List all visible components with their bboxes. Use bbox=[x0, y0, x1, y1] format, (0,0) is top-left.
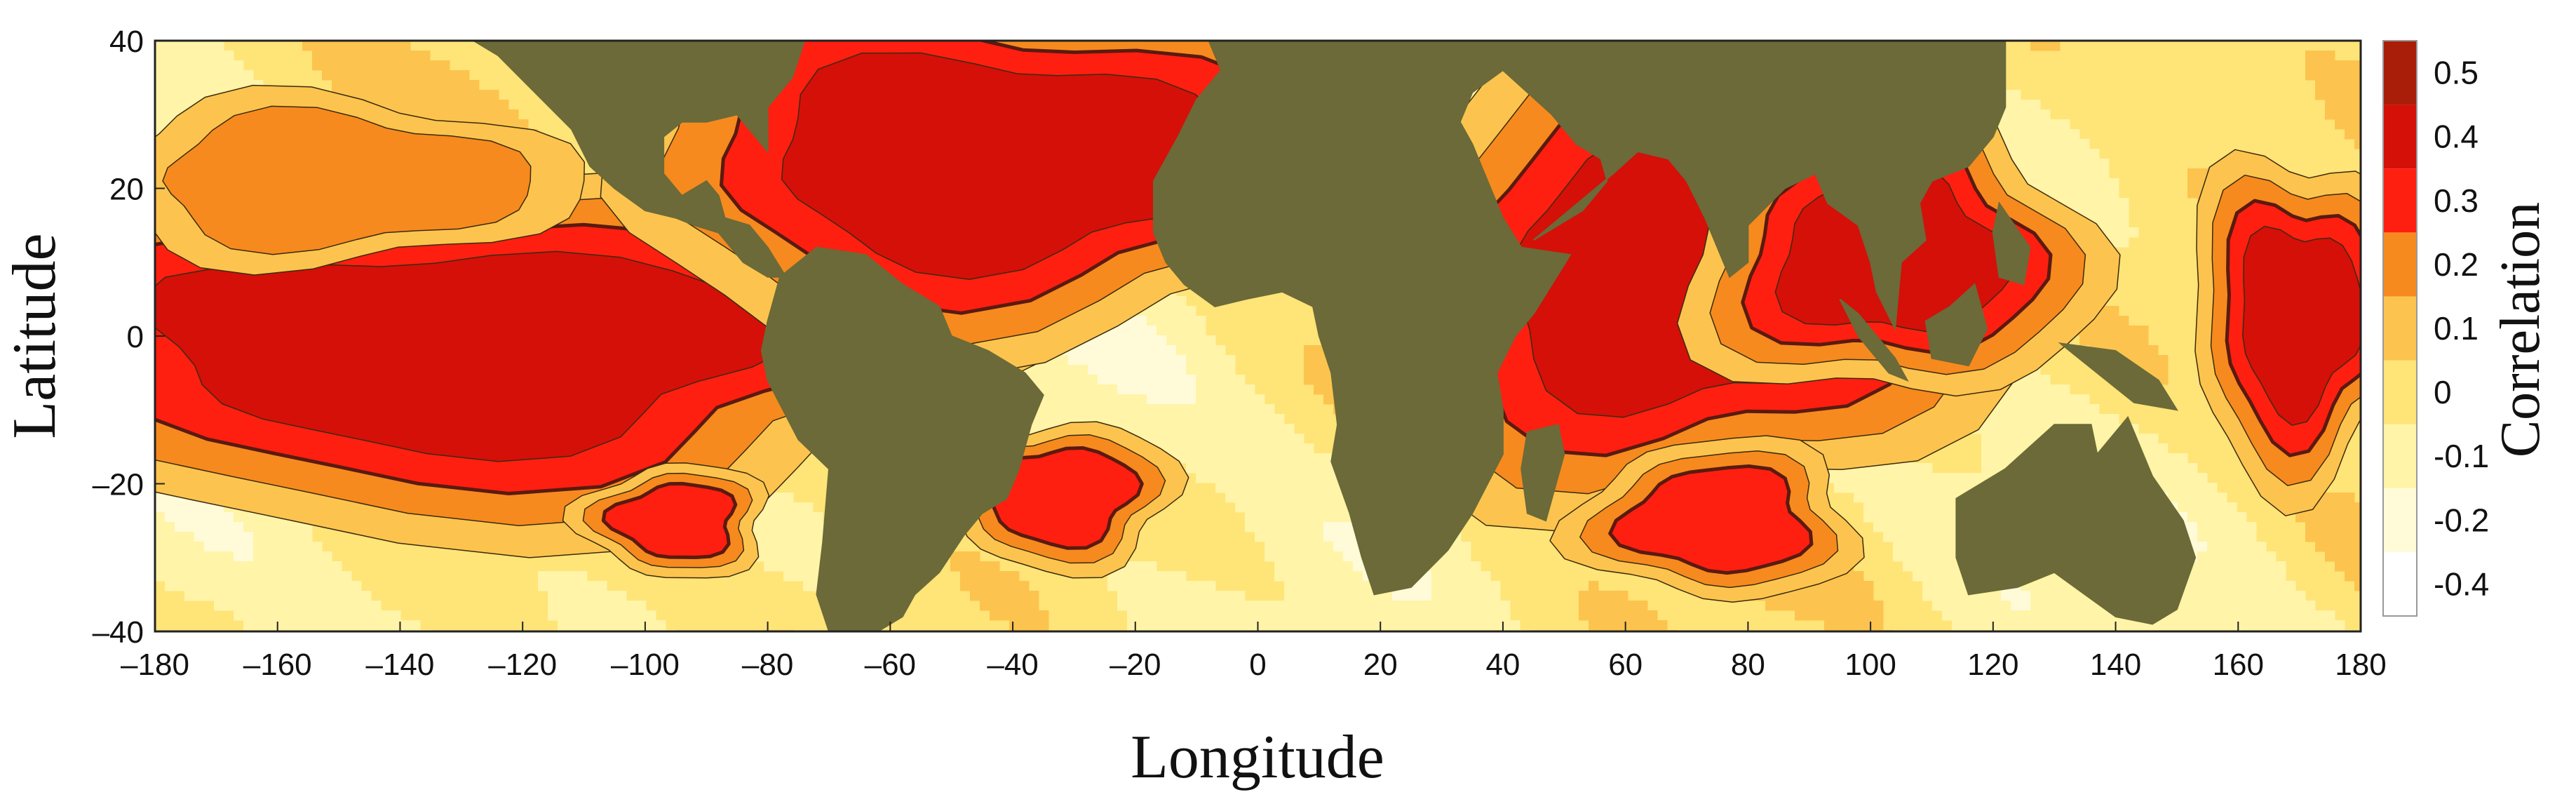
x-tick-label: 60 bbox=[1608, 648, 1643, 682]
correlation-region bbox=[1549, 435, 1865, 603]
colorbar-tick-label: 0.2 bbox=[2434, 246, 2479, 283]
x-tick-label: –160 bbox=[243, 648, 312, 682]
land-sumatra bbox=[1839, 298, 1909, 382]
colorbar-tick-label: 0.4 bbox=[2434, 119, 2479, 155]
x-tick-label: –40 bbox=[987, 648, 1038, 682]
x-tick-label: –100 bbox=[611, 648, 680, 682]
y-tick-label: 40 bbox=[109, 25, 144, 59]
x-axis: –180 –160 –140 –120 –100 –80 –60 –40 –20 0 20 40 60 8… bbox=[121, 622, 2387, 682]
land-africa-eurasia bbox=[1153, 41, 2007, 596]
colorbar-tick-label: 0.5 bbox=[2434, 55, 2479, 91]
correlation-region bbox=[2194, 149, 2361, 516]
colorbar-tick-label: -0.2 bbox=[2434, 502, 2489, 538]
x-axis-title: Longitude bbox=[1131, 723, 1384, 791]
correlation-region bbox=[562, 462, 770, 579]
x-tick-label: 140 bbox=[2090, 648, 2141, 682]
x-tick-label: 160 bbox=[2213, 648, 2264, 682]
land-north-america bbox=[472, 41, 806, 278]
colorbar-swatch bbox=[2383, 424, 2417, 488]
x-tick-label: 100 bbox=[1845, 648, 1896, 682]
x-tick-label: 120 bbox=[1967, 648, 2018, 682]
colorbar-tick-label: -0.4 bbox=[2434, 565, 2489, 602]
x-tick-label: –80 bbox=[742, 648, 793, 682]
y-tick-label: –40 bbox=[93, 615, 144, 650]
correlation-region bbox=[155, 84, 586, 276]
colorbar-swatch bbox=[2383, 488, 2417, 552]
y-tick-label: 0 bbox=[127, 320, 144, 354]
x-tick-label: –20 bbox=[1110, 648, 1161, 682]
x-tick-label: –140 bbox=[365, 648, 434, 682]
map-plot-area bbox=[155, 41, 2361, 631]
y-axis-title: Latitude bbox=[1, 233, 69, 438]
colorbar-swatch bbox=[2383, 41, 2417, 105]
colorbar-tick-label: 0 bbox=[2434, 374, 2452, 410]
colorbar-swatch bbox=[2383, 296, 2417, 361]
colorbar-swatch bbox=[2383, 105, 2417, 169]
land-japan-philippines bbox=[1992, 201, 2031, 286]
x-tick-label: 80 bbox=[1731, 648, 1765, 682]
colorbar-frame bbox=[2382, 40, 2417, 617]
x-tick-label: 0 bbox=[1249, 648, 1266, 682]
land-borneo bbox=[1924, 283, 1988, 367]
colorbar: -0.4 -0.2 -0.1 0 0.1 0.2 0.3 0.4 0.5 bbox=[2382, 40, 2489, 617]
colorbar-swatch bbox=[2383, 360, 2417, 424]
land-madagascar bbox=[1520, 424, 1565, 522]
land-australia bbox=[1955, 415, 2197, 625]
x-tick-label: 40 bbox=[1485, 648, 1520, 682]
colorbar-tick-label: 0.3 bbox=[2434, 182, 2479, 219]
x-tick-label: –60 bbox=[865, 648, 916, 682]
y-tick-label: –20 bbox=[93, 468, 144, 502]
x-tick-label: –120 bbox=[488, 648, 557, 682]
x-tick-label: 180 bbox=[2335, 648, 2386, 682]
colorbar-title: Correlation bbox=[2490, 202, 2551, 457]
colorbar-swatch bbox=[2383, 168, 2417, 233]
x-tick-label: 20 bbox=[1363, 648, 1398, 682]
y-axis: –40 –20 0 20 40 bbox=[93, 25, 165, 650]
y-tick-label: 20 bbox=[109, 173, 144, 207]
x-tick-label: –180 bbox=[121, 648, 189, 682]
colorbar-tick-label: -0.1 bbox=[2434, 438, 2489, 474]
land-south-america bbox=[760, 246, 1044, 631]
land-new-guinea bbox=[2058, 342, 2178, 411]
colorbar-swatch bbox=[2383, 232, 2417, 297]
colorbar-tick-label: 0.1 bbox=[2434, 310, 2479, 347]
land-masses bbox=[472, 41, 2197, 631]
colorbar-swatch bbox=[2383, 551, 2417, 616]
